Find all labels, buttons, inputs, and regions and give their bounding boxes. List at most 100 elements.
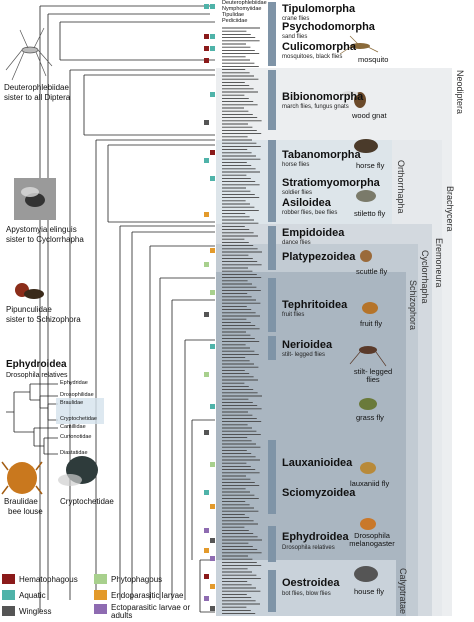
group-tabanomorpha-sub: horse flies — [282, 162, 310, 168]
taxon-deuterophlebiidae: Deuterophlebiidae — [222, 0, 267, 6]
clade-bars — [268, 2, 276, 612]
pipunculidae-photo — [15, 283, 44, 299]
clade-brachycera: Brachycera — [445, 186, 455, 232]
trait-marker — [210, 176, 215, 181]
note-deuterophlebiidae: Deuterophlebiidae — [4, 83, 69, 92]
trait-marker — [210, 404, 215, 409]
caption-house-fly: house fly — [354, 587, 385, 596]
braulidae-photo — [1, 461, 43, 495]
trait-marker — [210, 556, 215, 561]
group-bibionomorpha-sub: march flies, fungus gnats — [282, 104, 349, 110]
group-empidoidea: Empidoidea — [282, 227, 345, 239]
legend-swatch — [94, 590, 107, 600]
group-psychodomorpha: Psychodomorpha — [282, 21, 375, 33]
legend-wingless: Wingless — [2, 606, 51, 616]
trait-marker — [210, 290, 215, 295]
trait-marker — [204, 596, 209, 601]
group-nerioidea-sub: stilt- legged flies — [282, 352, 326, 358]
trait-marker — [210, 462, 215, 467]
note-pipunculidae-sister: sister to Schizophora — [6, 315, 81, 324]
legend-aquatic: Aquatic — [2, 590, 46, 600]
note-apystomyia: Apystomyia elinguis — [6, 225, 77, 234]
trait-marker — [210, 584, 215, 589]
legend-label: Hematophagous — [19, 574, 78, 584]
inset-taxon-curtonotidae: Curtonotidae — [60, 434, 92, 440]
trait-marker — [210, 344, 215, 349]
group-platypezoidea: Platypezoidea — [282, 251, 356, 263]
note-deuterophlebiidae-sister: sister to all Diptera — [4, 93, 71, 102]
trait-marker — [204, 372, 209, 377]
trait-markers — [204, 4, 215, 611]
legend-swatch — [2, 574, 15, 584]
caption-grass-fly: grass fly — [356, 413, 384, 422]
group-asiloidea-sub: robber flies, bee flies — [282, 210, 338, 216]
group-ephydroidea: Ephydroidea — [282, 531, 349, 543]
trait-marker — [210, 92, 215, 97]
tree-branches — [39, 5, 215, 613]
taxon-tipulidae: Tipulidae — [222, 12, 245, 18]
clade-schizophora: Schizophora — [408, 280, 418, 331]
inset-taxon-ephydridae: Ephydridae — [60, 380, 88, 386]
caption-drosophila: Drosophila melanogaster — [349, 531, 395, 549]
legend-label: Endoparasitic larvae — [111, 590, 184, 600]
taxon-nymphomyiidae: Nymphomyiidae — [222, 6, 262, 12]
inset-highlight — [56, 398, 104, 424]
trait-marker — [210, 46, 215, 51]
trait-marker — [204, 4, 209, 9]
legend-swatch — [94, 604, 107, 614]
group-stratiomyomorpha: Stratiomyomorpha — [282, 177, 380, 189]
group-lauxanioidea: Lauxanioidea — [282, 457, 353, 469]
clade-calyptratae: Calyptratae — [398, 568, 408, 615]
caption-fruit-fly: fruit fly — [360, 319, 383, 328]
trait-marker — [210, 150, 215, 155]
legend-phytophagous: Phytophagous — [94, 574, 162, 584]
right-photos — [339, 35, 387, 582]
trait-marker — [210, 34, 215, 39]
legend-label: Phytophagous — [111, 574, 163, 584]
group-nerioidea: Nerioidea — [282, 339, 333, 351]
inset-taxon-cryptochetidae: Cryptochetidae — [60, 416, 97, 422]
taxon-list — [222, 27, 262, 615]
clade-neodiptera: Neodiptera — [455, 70, 465, 115]
clade-orthorrhapha: Orthorrhapha — [396, 160, 406, 214]
note-cryptochetidae: Cryptochetidae — [60, 497, 114, 506]
trait-marker — [204, 490, 209, 495]
inset-tree — [6, 383, 58, 455]
group-tephritoidea: Tephritoidea — [282, 299, 348, 311]
trait-marker — [210, 504, 215, 509]
caption-horse-fly: horse fly — [356, 161, 385, 170]
group-bibionomorpha: Bibionomorpha — [282, 91, 364, 103]
trait-marker — [204, 548, 209, 553]
group-tipulomorpha: Tipulomorpha — [282, 3, 356, 15]
inset-taxon-braulidae: Braulidae — [60, 400, 84, 406]
group-oestroidea-sub: bot flies, blow flies — [282, 591, 331, 597]
group-ephydroidea-sub: Drosophila relatives — [282, 545, 335, 551]
inset-subtitle: Drosophila relatives — [6, 372, 68, 379]
inset-taxon-diastatidae: Diastatidae — [60, 450, 88, 456]
trait-marker — [204, 262, 209, 267]
legend-hematophagous: Hematophagous — [2, 574, 78, 584]
group-tephritoidea-sub: fruit flies — [282, 312, 305, 318]
group-sciomyzoidea: Sciomyzoidea — [282, 487, 356, 499]
trait-marker — [210, 538, 215, 543]
legend-label: Aquatic — [19, 590, 46, 600]
legend-endoparasitic: Endoparasitic larvae — [94, 590, 183, 600]
note-bee-louse: bee louse — [8, 507, 43, 516]
trait-marker — [204, 312, 209, 317]
trait-marker — [204, 430, 209, 435]
group-stratiomyomorpha-sub: soldier flies — [282, 190, 313, 196]
inset-title: Ephydroidea — [6, 359, 67, 370]
clade-cyclorrhapha: Cyclorrhapha — [420, 250, 430, 304]
legend-swatch — [2, 590, 15, 600]
group-oestroidea: Oestroidea — [282, 577, 340, 589]
note-braulidae: Braulidae — [4, 497, 38, 506]
group-tipulomorpha-sub: crane flies — [282, 16, 310, 22]
group-empidoidea-sub: dance flies — [282, 240, 311, 246]
trait-marker — [204, 574, 209, 579]
caption-lauxaniid-fly: lauxaniid fly — [350, 479, 390, 488]
cryptochetidae-photo — [58, 456, 98, 486]
caption-stiletto-fly: stiletto fly — [354, 209, 386, 218]
trait-marker — [204, 158, 209, 163]
group-culicomorpha: Culicomorpha — [282, 41, 356, 53]
caption-wood-gnat: wood gnat — [352, 111, 387, 120]
